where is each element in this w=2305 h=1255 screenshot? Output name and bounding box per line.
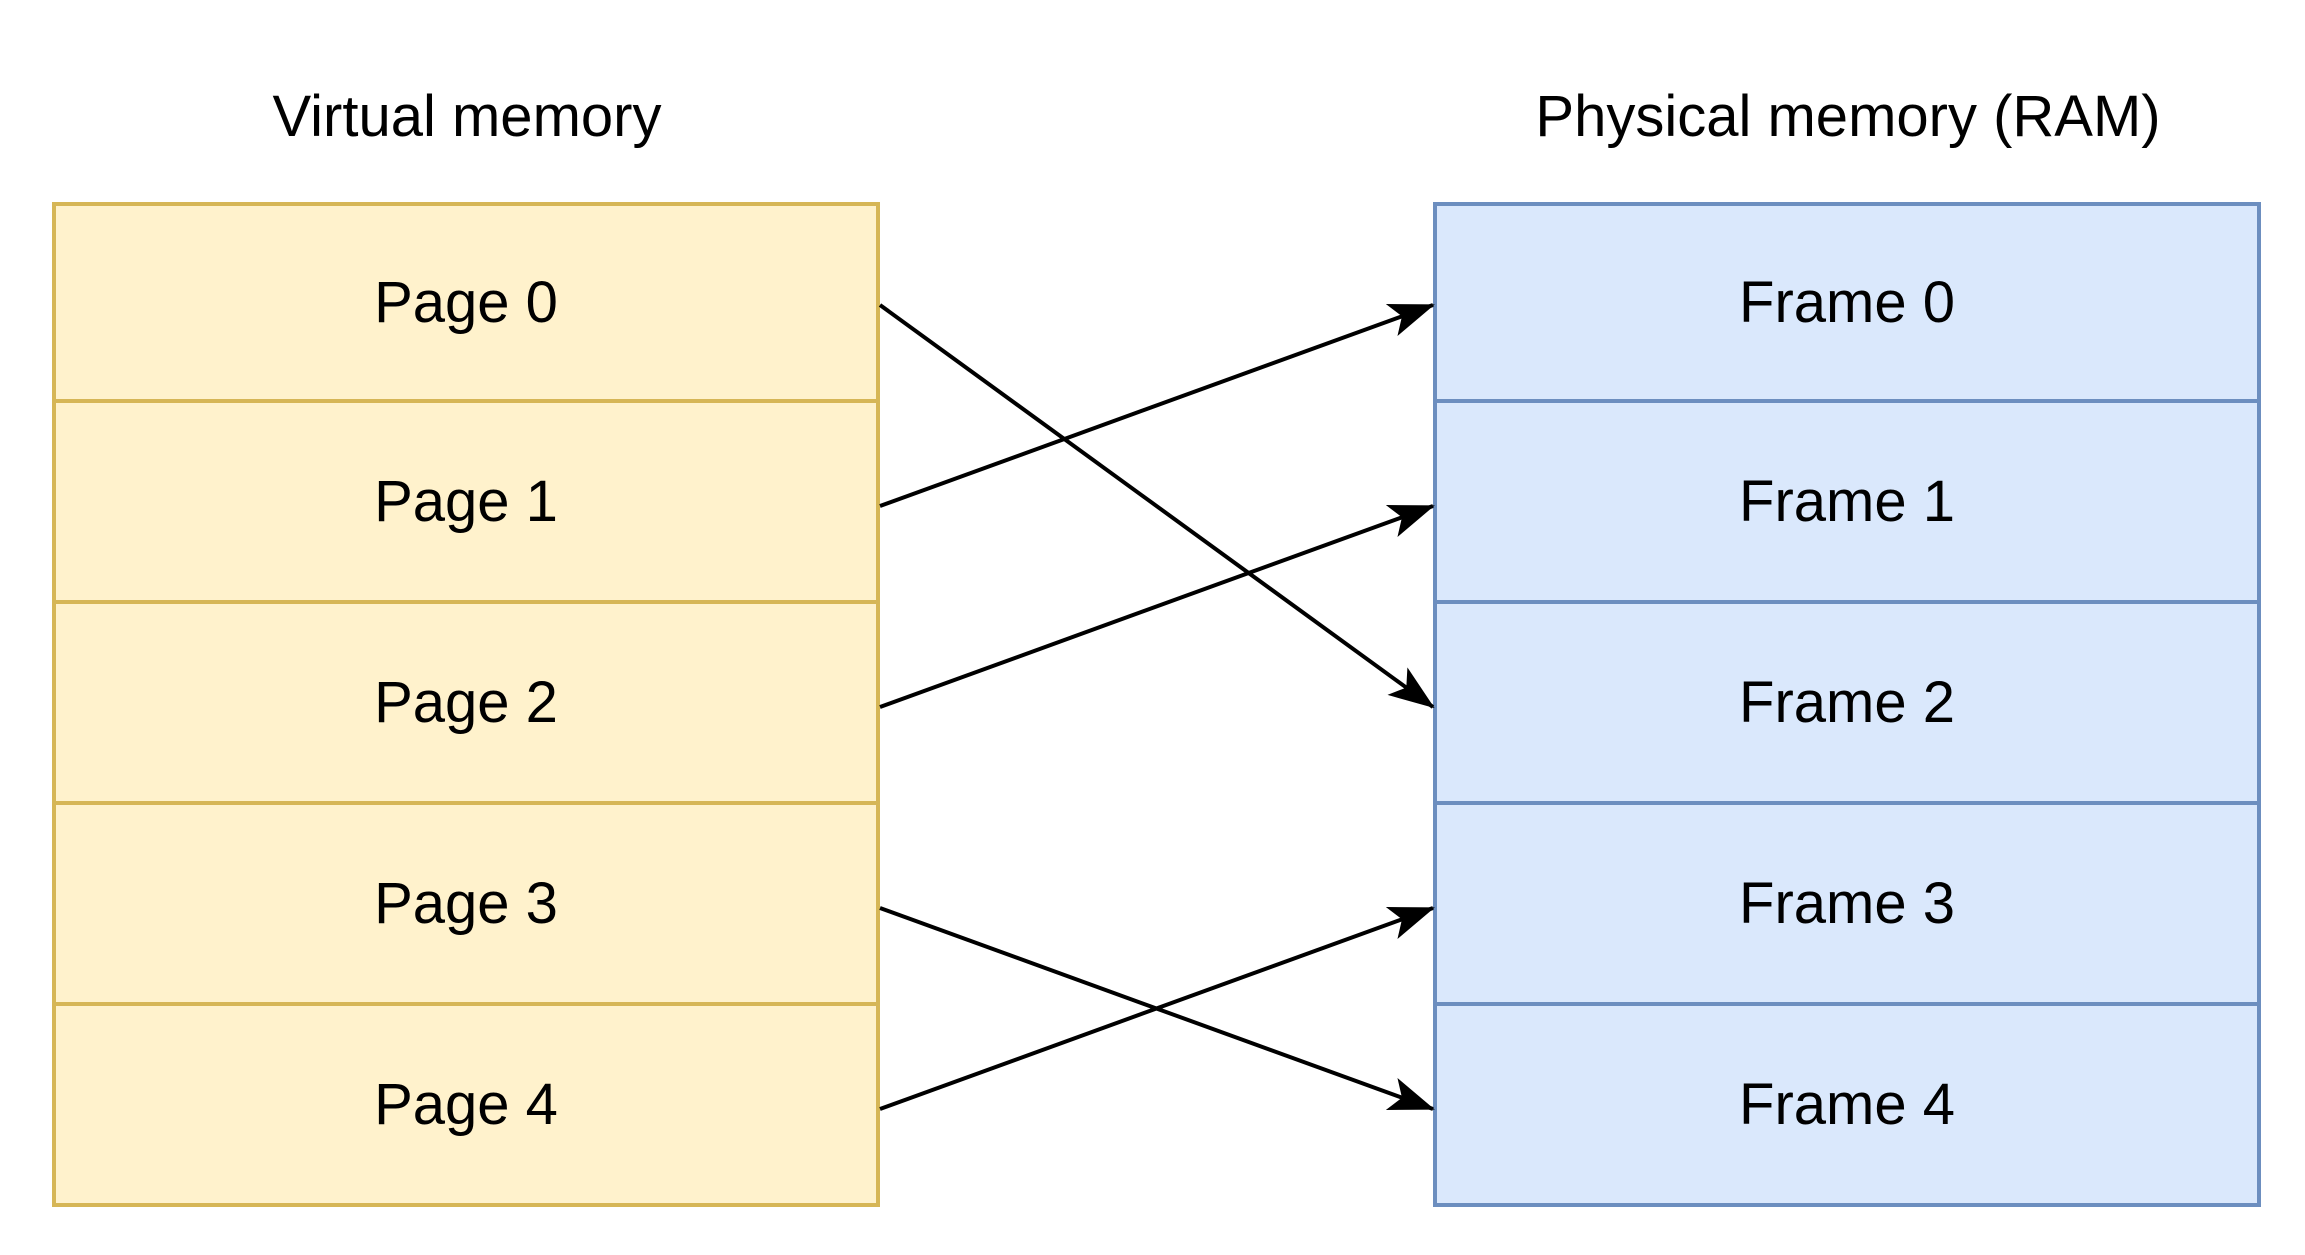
- frame-1: Frame 1: [1433, 399, 2261, 604]
- virtual-memory-stack: Page 0 Page 1 Page 2 Page 3 Page 4: [52, 202, 880, 1207]
- mapping-arrow-page-3-to-frame-4: [879, 906, 1435, 1111]
- physical-memory-stack: Frame 0 Frame 1 Frame 2 Frame 3 Frame 4: [1433, 202, 2261, 1207]
- page-4: Page 4: [52, 1002, 880, 1207]
- physical-memory-title: Physical memory (RAM): [1535, 84, 2161, 149]
- mapping-arrow-page-4-to-frame-3: [879, 906, 1435, 1111]
- virtual-memory-title: Virtual memory: [272, 84, 662, 149]
- page-0: Page 0: [52, 202, 880, 403]
- frame-3: Frame 3: [1433, 801, 2261, 1006]
- mapping-arrow-page-0-to-frame-2: [878, 303, 1435, 709]
- page-3: Page 3: [52, 801, 880, 1006]
- frame-4: Frame 4: [1433, 1002, 2261, 1207]
- page-1: Page 1: [52, 399, 880, 604]
- mapping-arrow-page-2-to-frame-1: [879, 504, 1435, 709]
- page-2: Page 2: [52, 600, 880, 805]
- mapping-arrow-page-1-to-frame-0: [879, 303, 1435, 508]
- frame-2: Frame 2: [1433, 600, 2261, 805]
- frame-0: Frame 0: [1433, 202, 2261, 403]
